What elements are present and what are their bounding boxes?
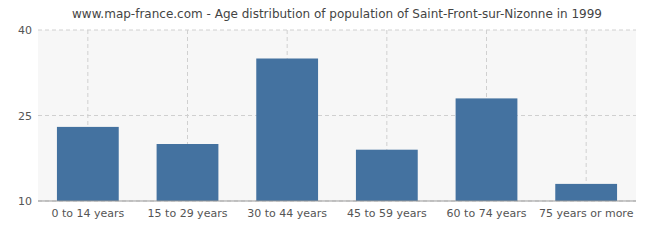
grid-line-y (38, 30, 636, 31)
bars: 0 to 14 years: 23 15 to 29 years: 20 30 to… (57, 59, 617, 202)
grid-line-y (38, 115, 636, 116)
y-tick-label: 10 (18, 195, 32, 208)
x-tick-label: 15 to 29 years (148, 207, 228, 220)
plot-background (38, 30, 636, 201)
x-tick-label: 45 to 59 years (347, 207, 427, 220)
y-tick-label: 25 (18, 110, 32, 123)
bar: 15 to 29 years: 20 (157, 144, 219, 201)
x-tick-label: 30 to 44 years (247, 207, 327, 220)
bar: 75 years or more: 13 (555, 184, 617, 201)
x-tick-label: 0 to 14 years (51, 207, 124, 220)
grid-line-x (586, 30, 587, 201)
chart-svg: www.map-france.com - Age distribution of… (0, 0, 650, 229)
bar: 30 to 44 years: 35 (256, 59, 318, 202)
x-tick-label: 75 years or more (539, 207, 634, 220)
chart-container: www.map-france.com - Age distribution of… (0, 0, 650, 229)
x-axis-line (38, 201, 636, 202)
chart-title: www.map-france.com - Age distribution of… (72, 7, 602, 21)
x-tick-label: 60 to 74 years (447, 207, 527, 220)
bar: 0 to 14 years: 23 (57, 127, 119, 201)
bar: 60 to 74 years: 28 (456, 98, 518, 201)
bar: 45 to 59 years: 19 (356, 150, 418, 201)
grid-line-y (38, 201, 636, 202)
y-tick-label: 40 (18, 24, 32, 37)
